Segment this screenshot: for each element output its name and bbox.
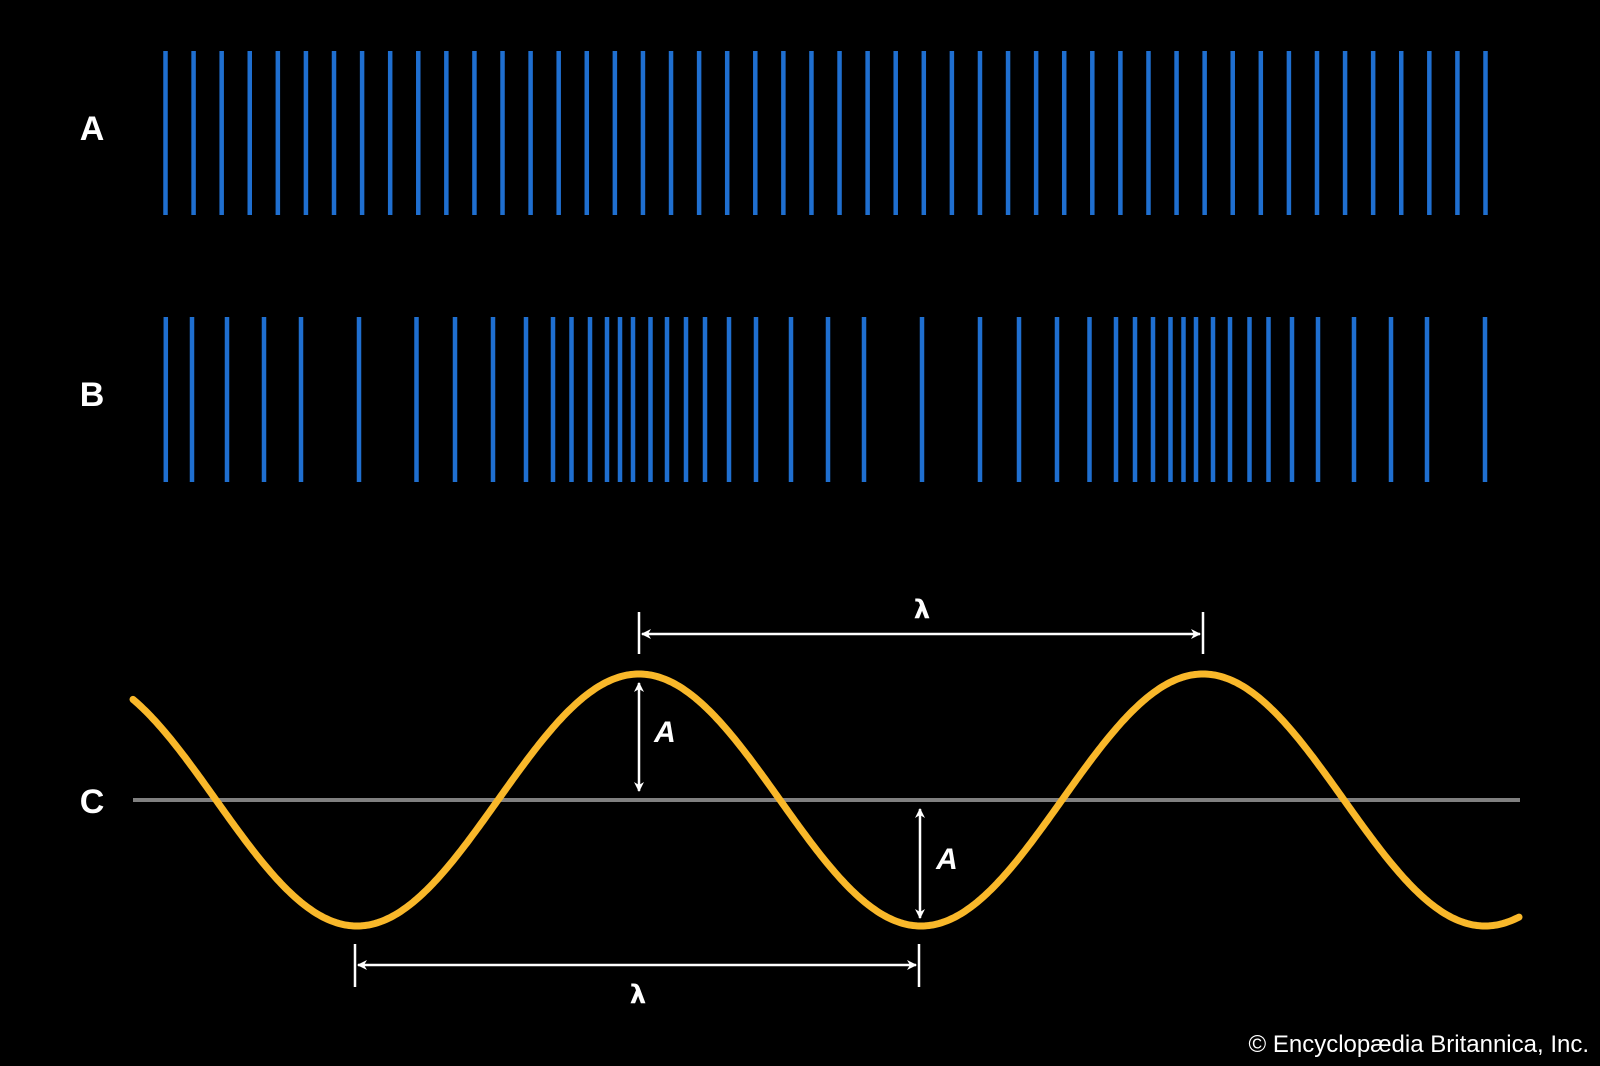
sine-wave: [129, 670, 1523, 930]
wavelength-top-annotation: λ: [637, 595, 1205, 654]
wavelength-bottom-annotation: λ: [353, 944, 921, 1010]
label-a: A: [80, 110, 105, 148]
compressed-rarefied-lines-row: [163, 317, 1488, 482]
label-b: B: [80, 376, 105, 414]
amplitude-label-trough: A: [935, 843, 958, 876]
amplitude-label-crest: A: [653, 716, 676, 749]
wavelength-label-top: λ: [914, 595, 930, 625]
label-c: C: [80, 783, 105, 821]
amplitude-trough-annotation: A: [915, 808, 958, 919]
amplitude-crest-annotation: A: [634, 682, 676, 792]
uniform-lines-row: [163, 51, 1488, 215]
copyright-text: © Encyclopædia Britannica, Inc.: [1248, 1031, 1589, 1058]
wavelength-label-bottom: λ: [630, 980, 646, 1010]
